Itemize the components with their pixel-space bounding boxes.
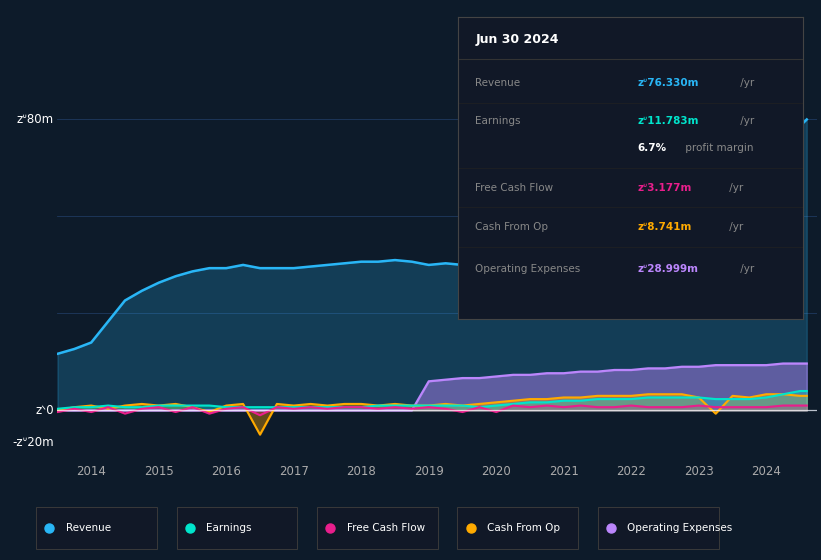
Text: Revenue: Revenue — [475, 78, 521, 88]
FancyBboxPatch shape — [457, 506, 578, 549]
Text: -zᐡ20m: -zᐡ20m — [12, 436, 53, 449]
Text: 6.7%: 6.7% — [637, 143, 667, 153]
Text: 2020: 2020 — [481, 465, 511, 478]
FancyBboxPatch shape — [317, 506, 438, 549]
Text: zᐡ11.783m: zᐡ11.783m — [637, 116, 699, 126]
Text: Free Cash Flow: Free Cash Flow — [346, 523, 424, 533]
Text: Jun 30 2024: Jun 30 2024 — [475, 34, 559, 46]
Text: profit margin: profit margin — [681, 143, 753, 153]
Text: Free Cash Flow: Free Cash Flow — [475, 183, 553, 193]
Text: zᐡ8.741m: zᐡ8.741m — [637, 222, 692, 232]
Text: /yr: /yr — [726, 222, 743, 232]
Text: Earnings: Earnings — [206, 523, 252, 533]
FancyBboxPatch shape — [598, 506, 718, 549]
Text: zᐠ0: zᐠ0 — [35, 404, 53, 417]
Text: Cash From Op: Cash From Op — [487, 523, 560, 533]
Text: zᐡ76.330m: zᐡ76.330m — [637, 78, 699, 88]
Text: 2016: 2016 — [211, 465, 241, 478]
Text: 2024: 2024 — [751, 465, 782, 478]
Text: 2022: 2022 — [617, 465, 646, 478]
Text: 2015: 2015 — [144, 465, 173, 478]
Text: /yr: /yr — [726, 183, 743, 193]
Text: zᐡ28.999m: zᐡ28.999m — [637, 264, 699, 274]
Text: 2019: 2019 — [414, 465, 443, 478]
Text: /yr: /yr — [736, 116, 754, 126]
FancyBboxPatch shape — [36, 506, 157, 549]
Text: Operating Expenses: Operating Expenses — [627, 523, 732, 533]
Text: 2023: 2023 — [684, 465, 713, 478]
Text: /yr: /yr — [736, 264, 754, 274]
Text: /yr: /yr — [736, 78, 754, 88]
Text: zᐡ80m: zᐡ80m — [16, 113, 53, 126]
Text: 2021: 2021 — [548, 465, 579, 478]
Text: Operating Expenses: Operating Expenses — [475, 264, 580, 274]
Text: 2017: 2017 — [279, 465, 309, 478]
FancyBboxPatch shape — [177, 506, 297, 549]
Text: 2018: 2018 — [346, 465, 376, 478]
Text: Revenue: Revenue — [66, 523, 111, 533]
Text: 2014: 2014 — [76, 465, 106, 478]
Text: zᐡ3.177m: zᐡ3.177m — [637, 183, 692, 193]
Text: Cash From Op: Cash From Op — [475, 222, 548, 232]
Text: Earnings: Earnings — [475, 116, 521, 126]
